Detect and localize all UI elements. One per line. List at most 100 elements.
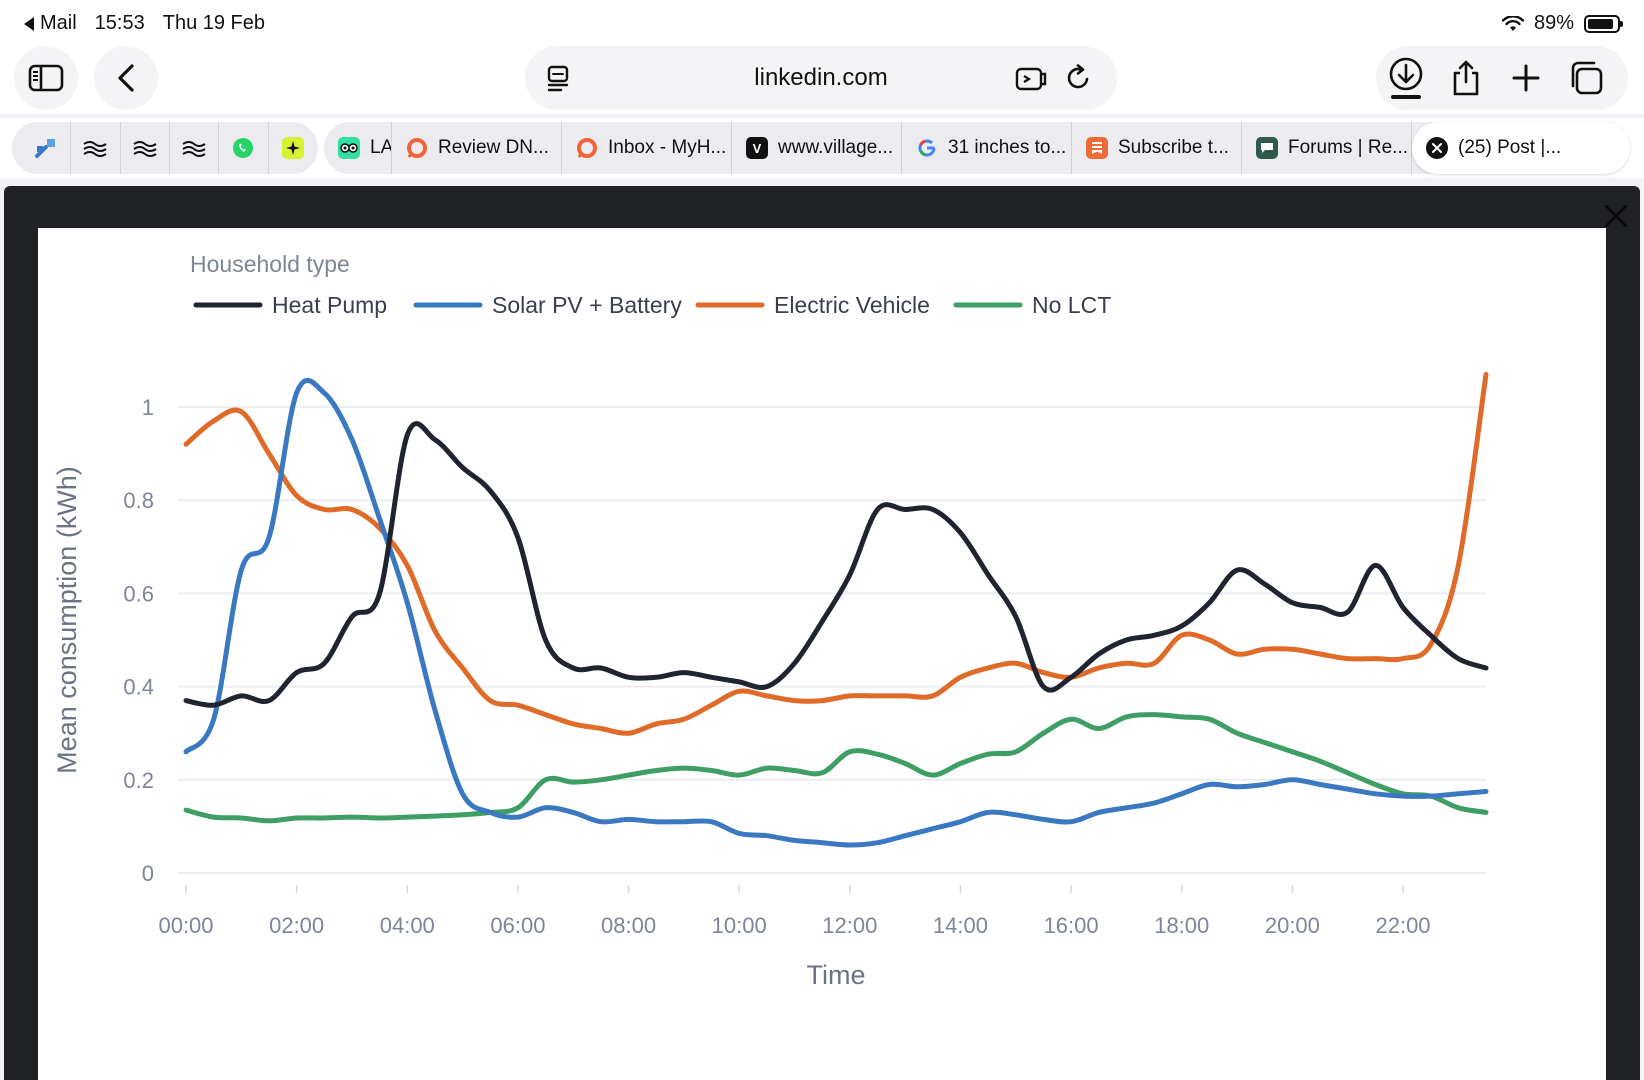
bookmark-icon bbox=[1086, 137, 1108, 159]
date: Thu 19 Feb bbox=[162, 12, 266, 34]
line-chart: Household type Heat Pump Solar PV + Batte… bbox=[52, 251, 1489, 990]
series-lines bbox=[183, 371, 1489, 848]
app-logo-icon bbox=[35, 139, 56, 158]
tripadvisor-icon bbox=[338, 137, 360, 159]
tab-bar: LA Review DN... Inbox - MyH... V www.vil… bbox=[0, 118, 1644, 178]
legend-label-heat-pump: Heat Pump bbox=[272, 292, 387, 318]
downloads-button[interactable] bbox=[1376, 46, 1436, 110]
v-icon: V bbox=[746, 137, 768, 159]
tab-label: (25) Post |... bbox=[1458, 137, 1562, 158]
tab-6[interactable]: Subscribe t... bbox=[1072, 122, 1242, 174]
new-tab-button[interactable] bbox=[1496, 46, 1556, 110]
reader-icon[interactable] bbox=[545, 64, 573, 92]
reload-icon[interactable] bbox=[1065, 64, 1093, 92]
tab-1[interactable]: LA bbox=[324, 122, 392, 174]
x-tick-label: 22:00 bbox=[1375, 913, 1430, 938]
y-tick-label: 0.4 bbox=[123, 675, 154, 700]
x-tick-label: 06:00 bbox=[490, 913, 545, 938]
back-chevron-icon bbox=[118, 64, 134, 92]
x-axis-label: Time bbox=[807, 960, 866, 990]
legend-title: Household type bbox=[190, 251, 350, 277]
tab-2[interactable]: Review DN... bbox=[392, 122, 562, 174]
wave-icon bbox=[182, 141, 206, 157]
tab-label: www.village... bbox=[778, 137, 894, 158]
pinned-tab-6[interactable] bbox=[269, 122, 318, 174]
pinned-tab-1[interactable] bbox=[22, 122, 72, 174]
y-tick-label: 0.2 bbox=[123, 768, 154, 793]
y-tick-label: 0.8 bbox=[123, 488, 154, 513]
series-line-no-lct bbox=[183, 712, 1489, 824]
pinned-tab-3[interactable] bbox=[121, 122, 170, 174]
browser-toolbar: linkedin.com bbox=[0, 46, 1644, 114]
extension-icon[interactable] bbox=[1015, 64, 1047, 92]
close-icon[interactable] bbox=[1596, 196, 1636, 236]
pinned-tab-4[interactable] bbox=[170, 122, 220, 174]
x-tick-label: 04:00 bbox=[380, 913, 435, 938]
tab-5[interactable]: 31 inches to... bbox=[902, 122, 1072, 174]
legend-label-electric-vehicle: Electric Vehicle bbox=[774, 292, 930, 318]
legend-label-no-lct: No LCT bbox=[1032, 292, 1111, 318]
tab-label: 31 inches to... bbox=[948, 137, 1067, 158]
y-tick-label: 0.6 bbox=[123, 581, 154, 606]
clock: 15:53 bbox=[94, 12, 145, 34]
series-line-electric-vehicle bbox=[183, 371, 1489, 736]
back-app-label: Mail bbox=[40, 12, 77, 34]
wave-icon bbox=[83, 141, 108, 157]
share-button[interactable] bbox=[1436, 46, 1496, 110]
pinned-tab-2[interactable] bbox=[71, 122, 121, 174]
x-tick-label: 12:00 bbox=[822, 913, 877, 938]
tab-3[interactable]: Inbox - MyH... bbox=[562, 122, 732, 174]
google-icon bbox=[916, 137, 938, 159]
series-line-heat-pump bbox=[183, 421, 1489, 708]
share-icon bbox=[1453, 60, 1479, 96]
x-tick-label: 20:00 bbox=[1265, 913, 1320, 938]
sidebar-button[interactable] bbox=[14, 46, 78, 110]
back-to-app-button[interactable]: Mail bbox=[24, 12, 77, 35]
tab-label: LA bbox=[370, 137, 392, 158]
back-triangle-icon bbox=[24, 16, 34, 31]
x-tick-label: 02:00 bbox=[269, 913, 324, 938]
pinned-tabs bbox=[12, 122, 318, 174]
close-tab-icon[interactable] bbox=[1426, 137, 1448, 159]
url-text[interactable]: linkedin.com bbox=[754, 64, 888, 91]
tabs-overview-button[interactable] bbox=[1556, 46, 1616, 110]
tab-label: Inbox - MyH... bbox=[608, 137, 727, 158]
open-tabs: LA Review DN... Inbox - MyH... V www.vil… bbox=[324, 122, 1630, 174]
legend-label-solar-pv-battery: Solar PV + Battery bbox=[492, 292, 682, 318]
chart-card: Household type Heat Pump Solar PV + Batte… bbox=[38, 228, 1606, 1080]
legend: Household type Heat Pump Solar PV + Batte… bbox=[190, 251, 1111, 318]
tab-8-active[interactable]: (25) Post |... bbox=[1412, 122, 1630, 174]
tab-label: Forums | Re... bbox=[1288, 137, 1409, 158]
ring-icon bbox=[406, 137, 428, 159]
x-tick-label: 08:00 bbox=[601, 913, 656, 938]
x-tick-label: 10:00 bbox=[712, 913, 767, 938]
toolbar-actions bbox=[1376, 46, 1628, 110]
battery-icon bbox=[1584, 14, 1623, 33]
x-tick-label: 14:00 bbox=[933, 913, 988, 938]
y-tick-label: 1 bbox=[142, 395, 154, 420]
forum-icon bbox=[1256, 137, 1278, 159]
tab-label: Review DN... bbox=[438, 137, 549, 158]
sparkle-icon bbox=[282, 137, 305, 159]
tab-4[interactable]: V www.village... bbox=[732, 122, 902, 174]
wave-icon bbox=[133, 141, 157, 157]
x-tick-label: 00:00 bbox=[158, 913, 213, 938]
y-axis: 0 0.2 0.4 0.6 0.8 1 bbox=[123, 395, 154, 886]
battery-percent: 89% bbox=[1533, 12, 1574, 34]
pinned-tab-5[interactable] bbox=[219, 122, 269, 174]
x-tick-label: 16:00 bbox=[1044, 913, 1099, 938]
y-axis-label: Mean consumption (kWh) bbox=[52, 466, 82, 774]
x-axis: 00:00 02:00 04:00 06:00 08:00 10:00 12:00 14:00… bbox=[158, 885, 1431, 938]
x-tick-label: 18:00 bbox=[1154, 913, 1209, 938]
whatsapp-icon bbox=[233, 138, 254, 158]
grid bbox=[178, 406, 1486, 874]
address-bar[interactable]: linkedin.com bbox=[525, 46, 1117, 110]
tab-7[interactable]: Forums | Re... bbox=[1242, 122, 1412, 174]
status-bar: Mail 15:53 Thu 19 Feb 89% bbox=[0, 0, 1644, 46]
ring-icon bbox=[576, 137, 598, 159]
download-icon bbox=[1389, 57, 1423, 99]
back-button[interactable] bbox=[94, 46, 158, 110]
y-tick-label: 0 bbox=[142, 861, 154, 886]
series-line-solar-pv-battery bbox=[183, 377, 1489, 848]
tabs-overview-icon bbox=[1571, 61, 1603, 95]
